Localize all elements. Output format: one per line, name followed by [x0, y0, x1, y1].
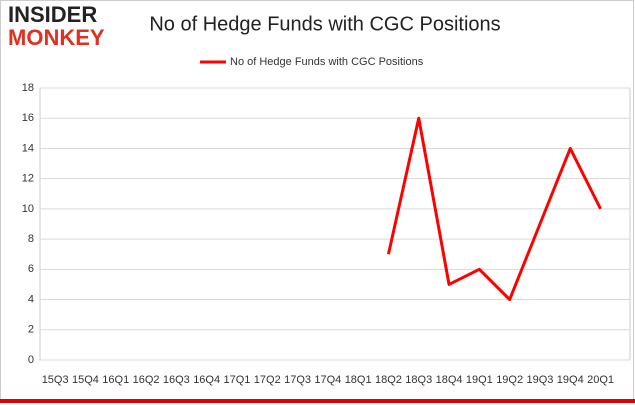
x-tick-label: 19Q3: [526, 374, 553, 386]
x-tick-label: 17Q2: [254, 374, 281, 386]
y-tick-label: 12: [22, 173, 34, 185]
x-tick-label: 16Q4: [193, 374, 220, 386]
x-tick-label: 15Q4: [72, 374, 99, 386]
x-tick-label: 17Q3: [284, 374, 311, 386]
y-tick-label: 2: [28, 324, 34, 336]
x-tick-label: 19Q2: [496, 374, 523, 386]
y-tick-label: 14: [22, 142, 34, 154]
logo-top: INSIDER: [8, 2, 97, 27]
y-tick-label: 16: [22, 112, 34, 124]
y-tick-label: 0: [28, 354, 34, 366]
x-tick-label: 15Q3: [42, 374, 69, 386]
y-tick-label: 6: [28, 263, 34, 275]
x-tick-label: 18Q1: [345, 374, 372, 386]
x-tick-label: 16Q3: [163, 374, 190, 386]
y-tick-label: 10: [22, 203, 34, 215]
legend-label: No of Hedge Funds with CGC Positions: [230, 56, 424, 68]
chart-title: No of Hedge Funds with CGC Positions: [149, 13, 500, 35]
logo-bottom: MONKEY: [8, 25, 105, 50]
y-tick-label: 8: [28, 233, 34, 245]
x-tick-label: 18Q3: [405, 374, 432, 386]
x-tick-label: 19Q1: [466, 374, 493, 386]
y-tick-label: 18: [22, 82, 34, 94]
x-tick-label: 17Q4: [314, 374, 341, 386]
x-tick-label: 18Q2: [375, 374, 402, 386]
x-tick-label: 20Q1: [587, 374, 614, 386]
x-tick-label: 16Q2: [133, 374, 160, 386]
series-line: [386, 116, 602, 302]
x-tick-label: 16Q1: [102, 374, 129, 386]
x-tick-label: 19Q4: [557, 374, 584, 386]
y-tick-label: 4: [28, 293, 34, 305]
x-tick-label: 17Q1: [223, 374, 250, 386]
x-tick-label: 18Q4: [436, 374, 463, 386]
